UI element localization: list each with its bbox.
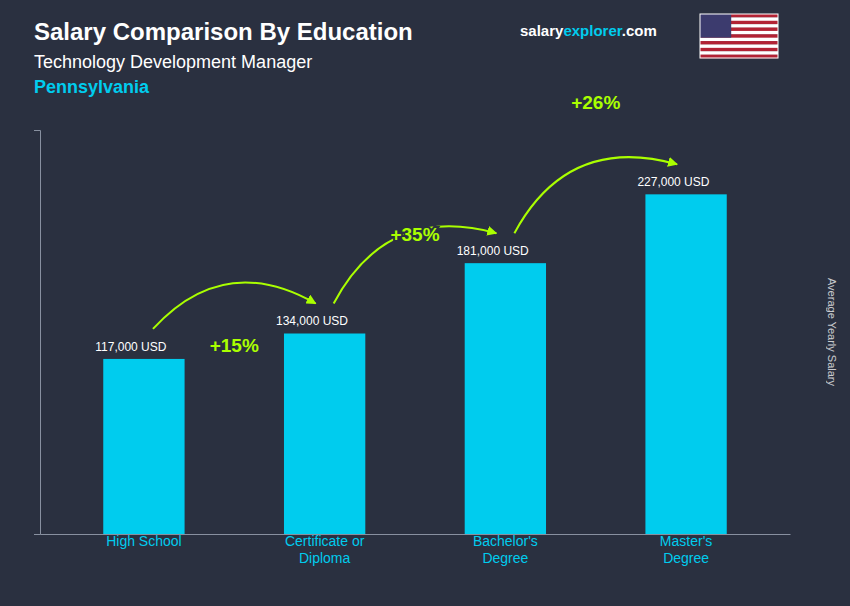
data-label: 181,000 USD — [457, 244, 529, 258]
x-tick: High School — [106, 533, 182, 549]
flag-border — [700, 14, 778, 58]
bars — [103, 194, 726, 534]
data-label: 227,000 USD — [637, 175, 709, 189]
title: Salary Comparison By Education — [34, 18, 413, 45]
change-label: +26% — [571, 92, 620, 113]
y-axis-title: Average Yearly Salary — [826, 278, 838, 387]
flag-stripe — [700, 48, 778, 52]
flag-stripe — [700, 44, 778, 48]
subtitle: Technology Development Manager — [34, 52, 312, 72]
flag — [700, 14, 778, 58]
x-tick-label: Master'sDegree — [660, 533, 712, 566]
bar — [103, 359, 184, 534]
x-tick-label: Certificate orDiploma — [285, 533, 365, 566]
x-tick-label-line: Diploma — [299, 550, 351, 566]
change-arrow — [514, 157, 677, 233]
x-tick: Bachelor'sDegree — [473, 533, 538, 566]
x-tick-label-line: Degree — [482, 550, 528, 566]
watermark: salaryexplorer.com — [520, 22, 657, 39]
change-label: +15% — [210, 335, 259, 356]
x-tick-label: High School — [106, 533, 182, 549]
bar — [645, 194, 726, 534]
subtitle: Pennsylvania — [34, 77, 150, 97]
x-tick-label-line: Degree — [663, 550, 709, 566]
x-tick: Certificate orDiploma — [285, 533, 365, 566]
x-tick-label-line: Master's — [660, 533, 712, 549]
y-axis-line — [34, 131, 41, 535]
flag-stripe — [700, 41, 778, 45]
flag-canton — [700, 14, 731, 38]
x-axis: High School Certificate orDiploma Bachelor… — [41, 533, 791, 566]
change-label: +35% — [390, 224, 439, 245]
bar — [284, 333, 365, 534]
x-tick-label-line: High School — [106, 533, 182, 549]
x-tick-label: Bachelor'sDegree — [473, 533, 538, 566]
chart: Salary Comparison By Education Technology… — [0, 0, 850, 606]
watermark-part: explorer — [563, 22, 622, 39]
data-label: 117,000 USD — [95, 340, 166, 354]
x-tick-label-line: Bachelor's — [473, 533, 538, 549]
x-tick-label-line: Certificate or — [285, 533, 365, 549]
data-labels: 117,000 USD 134,000 USD 181,000 USD 227,000… — [95, 175, 710, 354]
background — [0, 0, 850, 606]
y-axis — [34, 131, 41, 535]
x-tick: Master'sDegree — [660, 533, 712, 566]
watermark-part: salary — [520, 22, 564, 39]
bar — [465, 263, 546, 534]
flag-stripe — [700, 38, 778, 42]
data-label: 134,000 USD — [276, 314, 348, 328]
annotations: +15% +35% +26% — [153, 92, 677, 356]
watermark-part: .com — [622, 22, 657, 39]
change-arrow — [153, 282, 316, 328]
flag-stripe — [700, 51, 778, 55]
